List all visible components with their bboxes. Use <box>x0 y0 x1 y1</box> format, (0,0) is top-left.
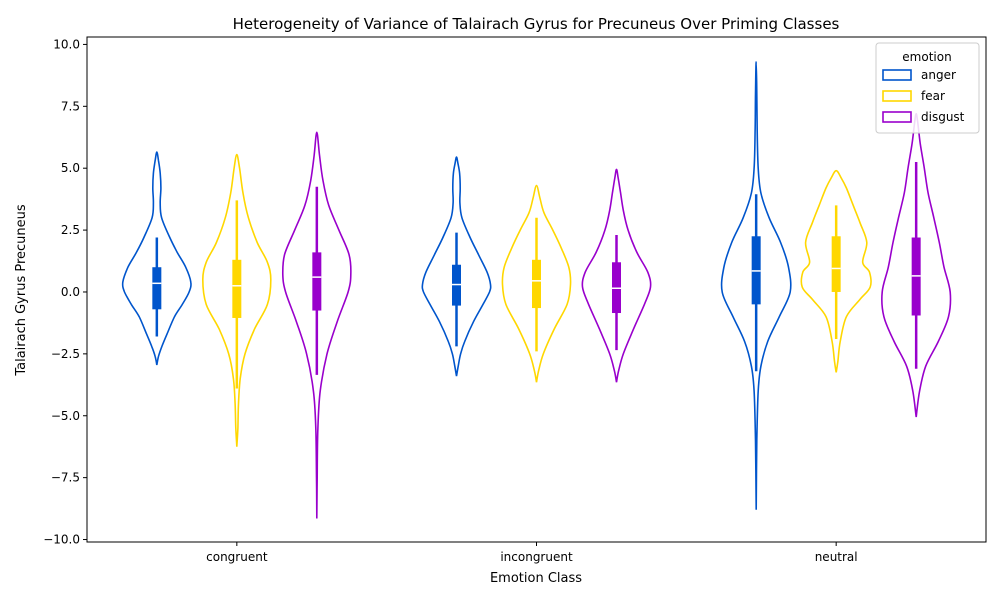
legend-title: emotion <box>902 50 951 64</box>
legend-label-disgust: disgust <box>921 110 965 124</box>
legend: emotion anger fear disgust <box>875 42 980 134</box>
x-tick-label: congruent <box>206 550 268 564</box>
legend-swatch-disgust <box>882 111 912 123</box>
y-tick-label: 7.5 <box>61 99 80 113</box>
violin-fear-incongruent <box>501 184 572 383</box>
legend-label-fear: fear <box>921 89 945 103</box>
legend-swatch-anger <box>882 69 912 81</box>
axes: −10.0 −7.5 −5.0 −2.5 0.0 2.5 5.0 7.5 10.0 congrue… <box>43 37 857 564</box>
legend-box <box>875 42 980 134</box>
y-tick-label: 5.0 <box>61 161 80 175</box>
x-tick-label: neutral <box>815 550 858 564</box>
box-fear-neutral <box>831 236 841 292</box>
y-tick-label: 2.5 <box>61 223 80 237</box>
box-anger-congruent <box>152 267 162 310</box>
legend-label-anger: anger <box>921 68 956 82</box>
box-disgust-congruent <box>312 252 322 311</box>
y-tick-label: −10.0 <box>43 533 80 547</box>
violin-disgust-incongruent <box>581 168 652 383</box>
violin-anger-neutral <box>720 60 792 510</box>
chart-title: Heterogeneity of Variance of Talairach G… <box>233 15 840 33</box>
violin-fear-congruent <box>201 153 272 447</box>
violin-disgust-congruent <box>281 131 352 519</box>
legend-swatch-fear <box>882 90 912 102</box>
violin-fear-neutral <box>800 169 872 373</box>
y-tick-label: −7.5 <box>51 471 80 485</box>
violin-anger-incongruent <box>421 156 492 377</box>
plot-area <box>121 60 952 519</box>
x-tick-label: incongruent <box>500 550 573 564</box>
violin-anger-congruent <box>121 151 192 366</box>
box-fear-congruent <box>232 259 242 318</box>
y-tick-label: −5.0 <box>51 409 80 423</box>
box-fear-incongruent <box>532 259 541 309</box>
y-tick-label: −2.5 <box>51 347 80 361</box>
y-tick-label: 0.0 <box>61 285 80 299</box>
y-axis-label: Talairach Gyrus Precuneus <box>14 204 29 377</box>
y-tick-label: 10.0 <box>53 37 80 51</box>
x-axis-label: Emotion Class <box>490 571 582 586</box>
